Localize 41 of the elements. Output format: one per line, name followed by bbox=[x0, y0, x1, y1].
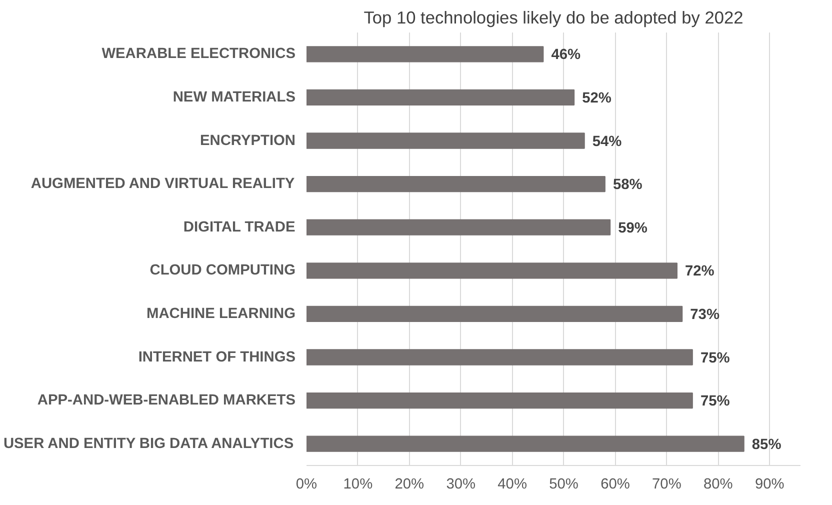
x-tick-label: 80% bbox=[704, 476, 733, 492]
bar bbox=[306, 392, 693, 409]
x-tick-label: 50% bbox=[549, 476, 578, 492]
data-label: 75% bbox=[700, 394, 730, 410]
bar bbox=[306, 176, 606, 192]
x-tick-label: 10% bbox=[343, 476, 373, 492]
bar bbox=[306, 306, 683, 322]
x-tick-label: 30% bbox=[446, 476, 476, 492]
x-tick-label: 60% bbox=[600, 476, 630, 492]
data-label: 73% bbox=[690, 306, 720, 323]
x-tick-label: 0% bbox=[296, 476, 318, 492]
data-label: 54% bbox=[592, 134, 622, 150]
bar bbox=[306, 219, 611, 236]
y-tick-label: DIGITAL TRADE bbox=[183, 219, 296, 236]
y-tick-label: NEW MATERIALS bbox=[172, 89, 296, 106]
data-label: 46% bbox=[551, 47, 581, 64]
x-tick-label: 40% bbox=[498, 476, 528, 492]
y-tick-label: USER AND ENTITY BIG DATA ANALYTICS bbox=[3, 436, 294, 452]
bar bbox=[306, 436, 744, 452]
bar bbox=[306, 89, 575, 106]
data-label: 85% bbox=[752, 436, 782, 453]
y-tick-label: MACHINE LEARNING bbox=[146, 306, 296, 322]
x-tick-label: 70% bbox=[652, 476, 682, 492]
y-tick-label: CLOUD COMPUTING bbox=[150, 262, 296, 279]
data-label: 72% bbox=[685, 264, 714, 280]
y-tick-label: WEARABLE ELECTRONICS bbox=[102, 46, 296, 62]
y-tick-label: INTERNET OF THINGS bbox=[138, 349, 296, 366]
data-label: 52% bbox=[582, 90, 612, 106]
data-label: 59% bbox=[618, 220, 648, 236]
bar bbox=[306, 349, 693, 366]
y-tick-label: AUGMENTED AND VIRTUAL REALITY bbox=[30, 176, 295, 192]
data-label: 75% bbox=[700, 350, 730, 366]
chart-title: Top 10 technologies likely do be adopted by 2022 bbox=[364, 8, 744, 28]
bar bbox=[306, 132, 585, 149]
data-label: 58% bbox=[612, 177, 642, 194]
y-tick-label: ENCRYPTION bbox=[200, 132, 296, 149]
y-tick-label: APP-AND-WEB-ENABLED MARKETS bbox=[37, 392, 296, 409]
x-tick-label: 90% bbox=[754, 476, 784, 492]
bar bbox=[306, 46, 544, 62]
x-tick-label: 20% bbox=[394, 476, 424, 492]
bar bbox=[306, 262, 678, 279]
